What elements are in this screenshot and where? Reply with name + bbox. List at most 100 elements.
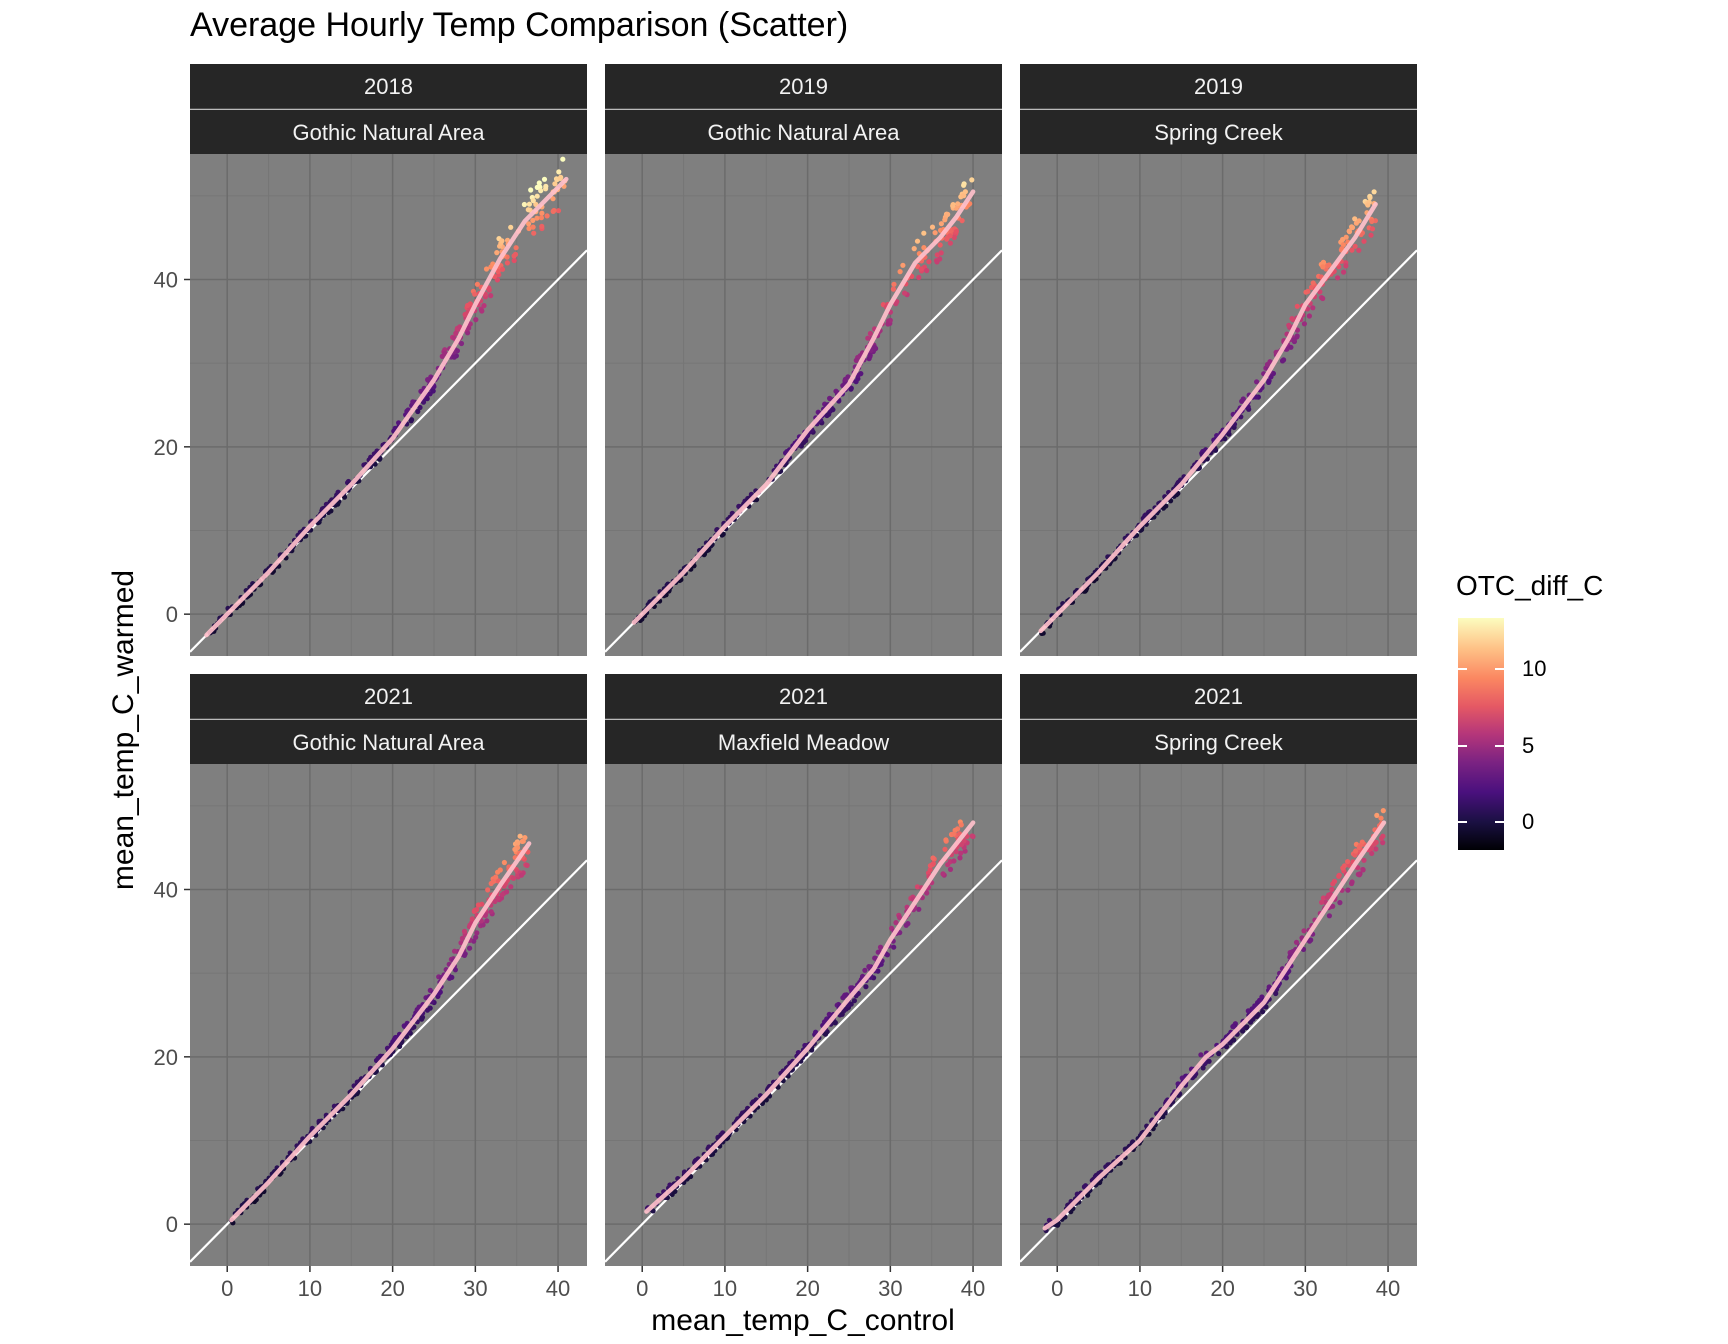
scatter-point [890, 286, 897, 292]
scatter-point [419, 1016, 425, 1022]
scatter-point [938, 250, 944, 256]
scatter-point [1356, 844, 1362, 851]
scatter-point [1310, 280, 1316, 286]
scatter-point [1341, 269, 1347, 275]
scatter-point [408, 418, 414, 424]
scatter-point [902, 290, 908, 296]
scatter-point [1240, 1028, 1246, 1034]
legend-tick-label: 10 [1522, 655, 1547, 681]
scatter-point [495, 869, 501, 875]
scatter-point [1345, 859, 1351, 865]
scatter-point [1254, 379, 1260, 385]
scatter-point [1320, 895, 1326, 901]
scatter-point [555, 208, 562, 214]
scatter-point [891, 281, 897, 287]
scatter-point [501, 859, 507, 866]
facet-strip-site: Maxfield Meadow [718, 730, 889, 755]
scatter-point [1355, 865, 1361, 871]
scatter-point [1336, 872, 1342, 878]
legend-title: OTC_diff_C [1456, 570, 1604, 601]
scatter-point [961, 838, 967, 844]
scatter-point [667, 1182, 673, 1188]
smooth-line [1042, 820, 1387, 1231]
smooth-line [229, 841, 532, 1223]
scatter-point [474, 907, 480, 913]
scatter-point [534, 193, 540, 199]
scatter-point [1360, 866, 1366, 873]
scatter-point [914, 238, 921, 244]
smooth-line [644, 820, 976, 1214]
scatter-point [526, 201, 533, 207]
scatter-point [1307, 938, 1313, 944]
scatter-point [494, 250, 500, 256]
scatter-point [903, 922, 909, 928]
scatter-point [521, 201, 528, 208]
scatter-point [822, 1031, 829, 1037]
y-tick-label: 40 [154, 878, 178, 903]
facet-strip-site: Gothic Natural Area [293, 120, 486, 145]
scatter-point [918, 266, 924, 272]
scatter-point [932, 230, 938, 236]
scatter-point [536, 180, 542, 186]
legend-tick-label: 0 [1522, 809, 1535, 835]
scatter-point [513, 245, 519, 251]
scatter-point [1356, 247, 1362, 253]
smooth-line [1038, 201, 1378, 634]
scatter-point [539, 210, 545, 216]
x-tick-label: 0 [221, 1276, 233, 1301]
legend-tick-mark [1458, 744, 1467, 747]
panel-background [605, 154, 1002, 656]
scatter-point [1222, 436, 1228, 442]
scatter-point [930, 861, 937, 867]
scatter-point [493, 874, 499, 880]
facet-strip-year-bg [190, 64, 587, 109]
scatter-point [924, 268, 930, 274]
scatter-point [539, 223, 545, 229]
scatter-point [457, 324, 463, 330]
scatter-point [867, 352, 873, 358]
x-tick-label: 10 [713, 1276, 737, 1301]
scatter-point [1306, 313, 1312, 319]
scatter-point [894, 299, 900, 305]
scatter-point [1331, 878, 1338, 885]
x-tick-label: 40 [546, 1276, 570, 1301]
scatter-point [488, 880, 494, 887]
scatter-point [530, 198, 536, 204]
smooth-line [204, 176, 569, 638]
scatter-point [495, 895, 501, 901]
facet-strip-site: Gothic Natural Area [708, 120, 901, 145]
scatter-point [538, 188, 544, 194]
scatter-point [827, 395, 833, 401]
x-tick-label: 0 [1051, 1276, 1063, 1301]
facet-strip-site: Spring Creek [1154, 120, 1283, 145]
legend-tick-mark [1495, 667, 1504, 670]
scatter-point [1365, 202, 1371, 208]
scatter-point [544, 213, 550, 219]
scatter-point [934, 252, 940, 258]
facet-strip-year: 2019 [779, 74, 828, 99]
panel-background [1020, 154, 1417, 656]
scatter-point [826, 411, 832, 417]
facet-strip-year-bg [190, 674, 587, 719]
x-tick-label: 20 [1210, 1276, 1234, 1301]
scatter-point [417, 404, 423, 411]
scatter-point [958, 850, 964, 856]
scatter-point [866, 964, 872, 970]
scatter-point [479, 308, 485, 314]
scatter-point [865, 335, 871, 341]
scatter-point [458, 940, 464, 946]
panel-background [190, 764, 587, 1266]
scatter-point [884, 952, 891, 958]
scatter-point [1340, 236, 1346, 243]
scatter-point [863, 984, 869, 990]
scatter-point [1303, 289, 1309, 295]
scatter-point [461, 928, 468, 935]
scatter-point [526, 221, 532, 227]
x-tick-label: 40 [961, 1276, 985, 1301]
scatter-point [524, 862, 530, 869]
scatter-point [940, 871, 946, 877]
legend-tick-mark [1458, 667, 1467, 670]
scatter-point [957, 855, 963, 861]
scatter-point [1252, 1003, 1258, 1009]
scatter-point [530, 224, 536, 230]
